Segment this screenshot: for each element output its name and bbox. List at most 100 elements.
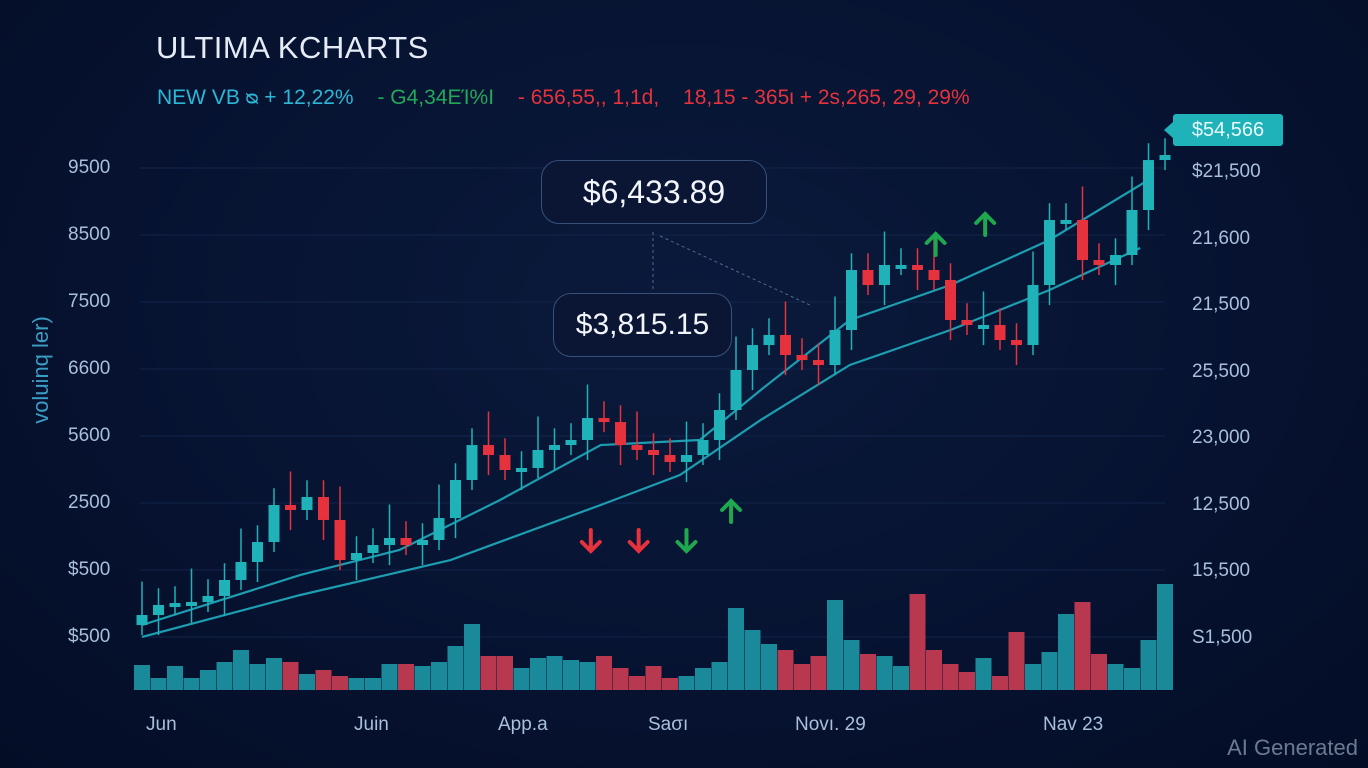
last-price-tag: $54,566 [1164, 114, 1283, 146]
y-tick-left: 8500 [68, 224, 111, 245]
candle-body [763, 334, 775, 346]
candle-body [285, 504, 296, 510]
x-tick: Jun [146, 714, 177, 735]
y-tick-left: 7500 [68, 291, 111, 312]
candle-body [318, 497, 329, 520]
volume-bar [464, 624, 480, 690]
volume-bar [381, 664, 398, 690]
candle-body [961, 319, 973, 325]
arrow-down-icon [579, 528, 602, 554]
candle-body [202, 595, 214, 603]
volume-bar [959, 672, 975, 690]
candle-body [912, 264, 923, 271]
volume-bar [728, 608, 744, 690]
price-callout: $6,433.89 [541, 160, 767, 224]
y-tick-right: 21,500 [1192, 294, 1251, 315]
volume-bar [266, 658, 282, 690]
candle-body [1093, 260, 1105, 265]
volume-bar [926, 650, 942, 690]
volume-bar [761, 644, 777, 690]
arrow-up-icon [974, 211, 997, 237]
x-tick: Saσı [648, 714, 689, 735]
candle-body [384, 537, 395, 546]
candle-body [813, 360, 824, 366]
candle-body [879, 264, 890, 286]
y-tick-left: 6600 [68, 358, 111, 379]
candle-body [1044, 219, 1055, 286]
volume-bar [876, 656, 893, 690]
volume-bar [563, 660, 579, 690]
y-tick-right: $21,500 [1192, 161, 1261, 182]
y-tick-left: 9500 [68, 157, 111, 178]
candle-body [516, 468, 527, 472]
callout-connector [659, 235, 813, 307]
volume-bar [579, 662, 596, 690]
candle-body [598, 418, 610, 423]
y-tick-right: 25,500 [1192, 360, 1251, 382]
volume-bar [480, 656, 497, 690]
volume-bar [827, 600, 843, 690]
volume-bar [348, 678, 365, 690]
y-tick-left: $500 [68, 559, 111, 580]
candle-body [219, 579, 230, 596]
y-tick-right: 15,500 [1192, 560, 1251, 581]
candle-body [1060, 219, 1072, 224]
volume-bar [497, 656, 513, 690]
volume-bar [200, 670, 216, 690]
candle-body [829, 330, 841, 366]
candle-body [532, 449, 544, 468]
volume-bar [513, 668, 530, 690]
candle-body [697, 440, 709, 456]
volume-bar [332, 676, 348, 690]
volume-bar [167, 666, 183, 690]
volume-bar [150, 678, 167, 690]
candle-body [747, 345, 758, 371]
arrow-down-icon [675, 528, 698, 554]
x-tick: Nav 23 [1043, 714, 1104, 735]
ticker-item: - G4,34ΕΊ%Ι [377, 86, 495, 109]
candle-body [549, 445, 560, 450]
ticker-item: - 656,55,, 1,1d, [517, 86, 660, 109]
candle-body [978, 324, 989, 329]
ticker-item: NEW VB ᴓ + 12,22% [157, 86, 354, 109]
volume-bar [1107, 664, 1124, 690]
candle-body [565, 440, 577, 446]
volume-bar [1074, 602, 1091, 690]
ticker-strip: NEW VB ᴓ + 12,22% - G4,34ΕΊ%Ι - 656,55,,… [157, 86, 988, 110]
volume-bar [744, 630, 761, 690]
volume-bar [777, 650, 794, 690]
candle-body [664, 455, 676, 462]
volume-bar [530, 658, 546, 690]
volume-bar [794, 664, 810, 690]
y-tick-left: $500 [68, 626, 111, 647]
volume-bar [1008, 632, 1025, 690]
candle-body [895, 264, 907, 269]
candle-body [862, 270, 874, 286]
candle-body [186, 602, 197, 607]
volume-bar [398, 664, 414, 690]
volume-bar [1124, 668, 1140, 690]
y-tick-left: 5600 [68, 425, 111, 446]
volume-bar [282, 662, 299, 690]
y-tick-right: 23,000 [1192, 427, 1251, 448]
candle-body [483, 445, 494, 456]
volume-bar [909, 594, 926, 690]
volume-bar [629, 676, 645, 690]
candle-body [268, 504, 280, 543]
volume-bar [546, 656, 563, 690]
ticker-item: 18,15 - 365ι + 2s,265, 29, 29% [683, 86, 970, 109]
candle-body [400, 537, 412, 546]
candle-body [499, 455, 511, 471]
volume-bar [1157, 584, 1173, 690]
y-tick-right: S1,500 [1192, 626, 1253, 648]
candle-body [796, 355, 808, 361]
watermark: AI Generated [1227, 735, 1358, 760]
volume-bar [860, 654, 876, 690]
volume-bar [843, 640, 860, 690]
candle-body [153, 604, 164, 616]
price-callout: $3,815.15 [553, 293, 732, 357]
volume-bar [365, 678, 381, 690]
candle-body [681, 455, 692, 462]
volume-bar [299, 674, 315, 690]
candle-body [945, 279, 956, 320]
